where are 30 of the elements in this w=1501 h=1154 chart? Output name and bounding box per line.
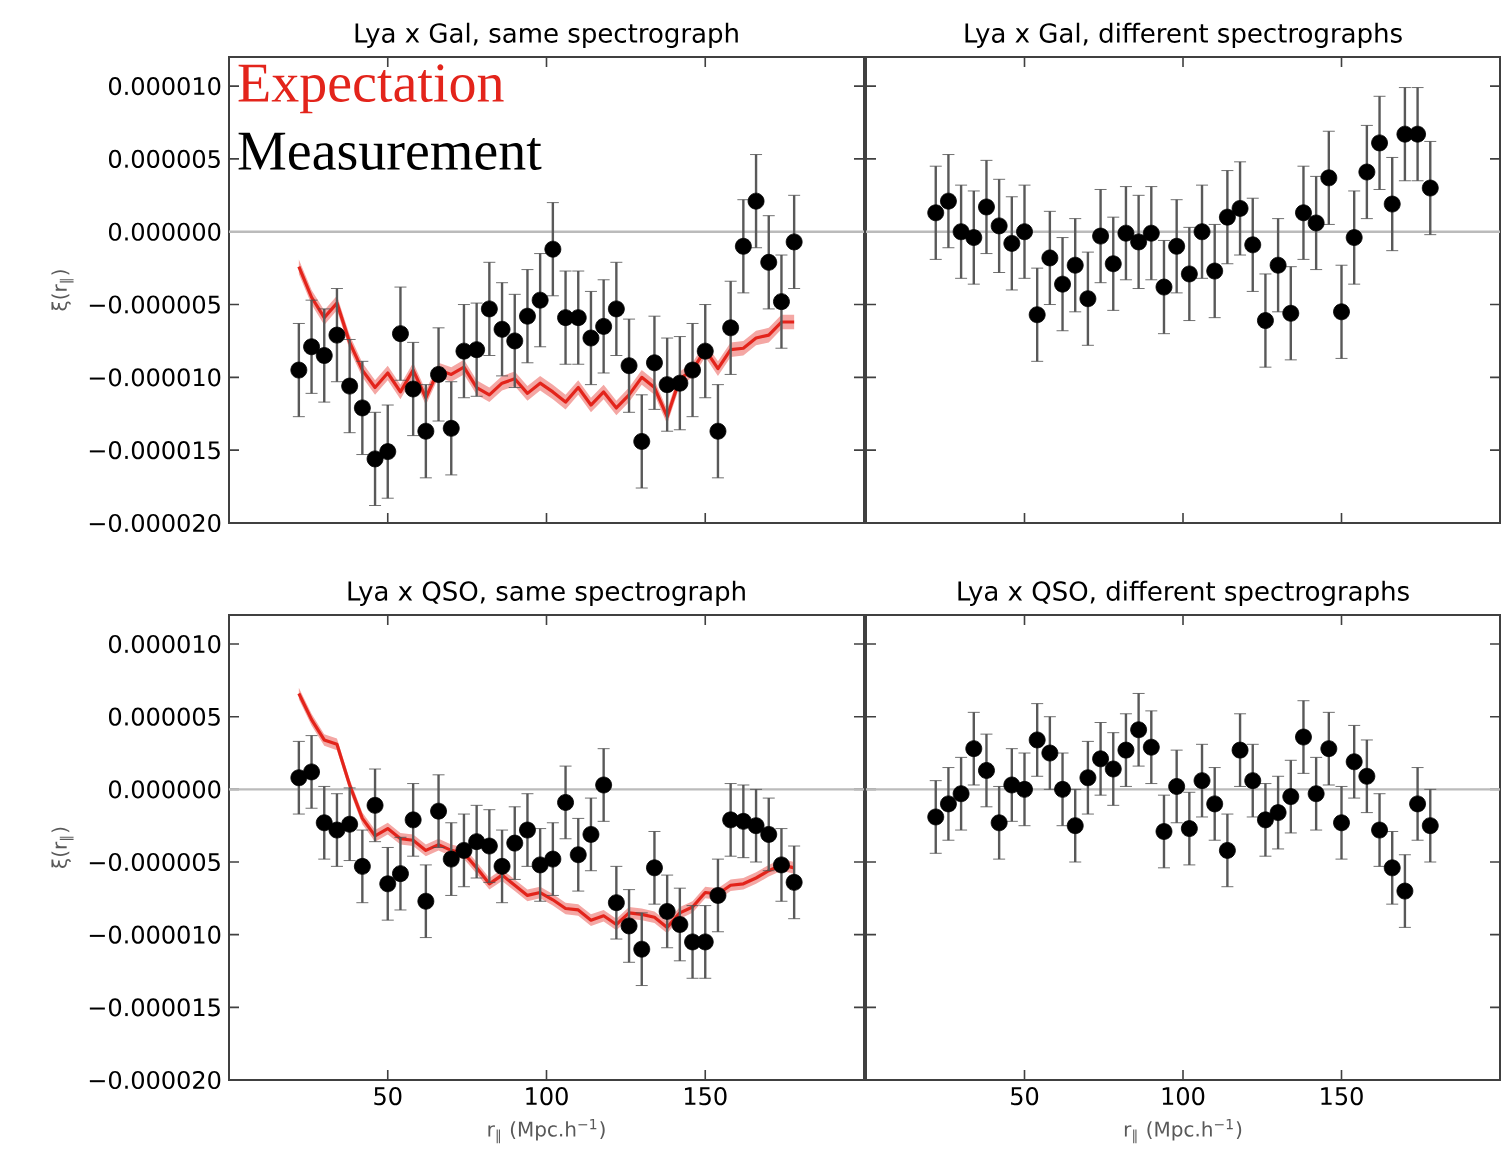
y-tick-label: 0.000005 bbox=[108, 149, 220, 168]
y-tick-label: 0.000000 bbox=[108, 222, 221, 241]
y-tick-label: −0.000005 bbox=[89, 295, 220, 314]
y-tick-label: −0.000010 bbox=[89, 925, 221, 944]
text: Expectation bbox=[238, 64, 504, 114]
y-axis-title: ξ(r$_{∥}$) bbox=[51, 827, 74, 868]
x-tick-label: 150 bbox=[684, 1087, 727, 1106]
chart-title: Lya x QSO, same spectrograph bbox=[348, 580, 745, 606]
y-tick-label: −0.000020 bbox=[89, 513, 221, 533]
x-axis-title: r$_{∥}$ (Mpc.h$^{−1}$) bbox=[488, 1118, 605, 1144]
x-tick-label: 50 bbox=[374, 1087, 402, 1106]
chart-title: Lya x Gal, same spectrograph bbox=[355, 22, 738, 48]
y-tick-label: −0.000010 bbox=[89, 368, 221, 387]
chart-title: Lya x Gal, different spectrographs bbox=[965, 22, 1402, 48]
x-tick-label: 100 bbox=[1162, 1087, 1205, 1106]
y-tick-label: 0.000010 bbox=[108, 77, 221, 96]
x-tick-label: 150 bbox=[1321, 1087, 1363, 1106]
y-tick-label: −0.000005 bbox=[89, 852, 220, 872]
x-axis-title: r$_{∥}$ (Mpc.h$^{−1}$) bbox=[1124, 1118, 1242, 1144]
x-tick-label: 100 bbox=[526, 1087, 568, 1106]
series-label: Measurement bbox=[238, 132, 542, 170]
y-tick-label: 0.000010 bbox=[108, 634, 221, 654]
y-tick-label: −0.000020 bbox=[89, 1070, 221, 1090]
y-axis-title: ξ(r$_{∥}$) bbox=[51, 270, 74, 311]
x-tick-label: 50 bbox=[1011, 1087, 1039, 1106]
chart-title: Lya x QSO, different spectrographs bbox=[958, 580, 1409, 606]
y-tick-label: 0.000000 bbox=[108, 780, 221, 799]
y-tick-label: −0.000015 bbox=[89, 998, 220, 1017]
y-tick-label: −0.000015 bbox=[89, 441, 220, 460]
y-tick-label: 0.000005 bbox=[108, 707, 220, 726]
